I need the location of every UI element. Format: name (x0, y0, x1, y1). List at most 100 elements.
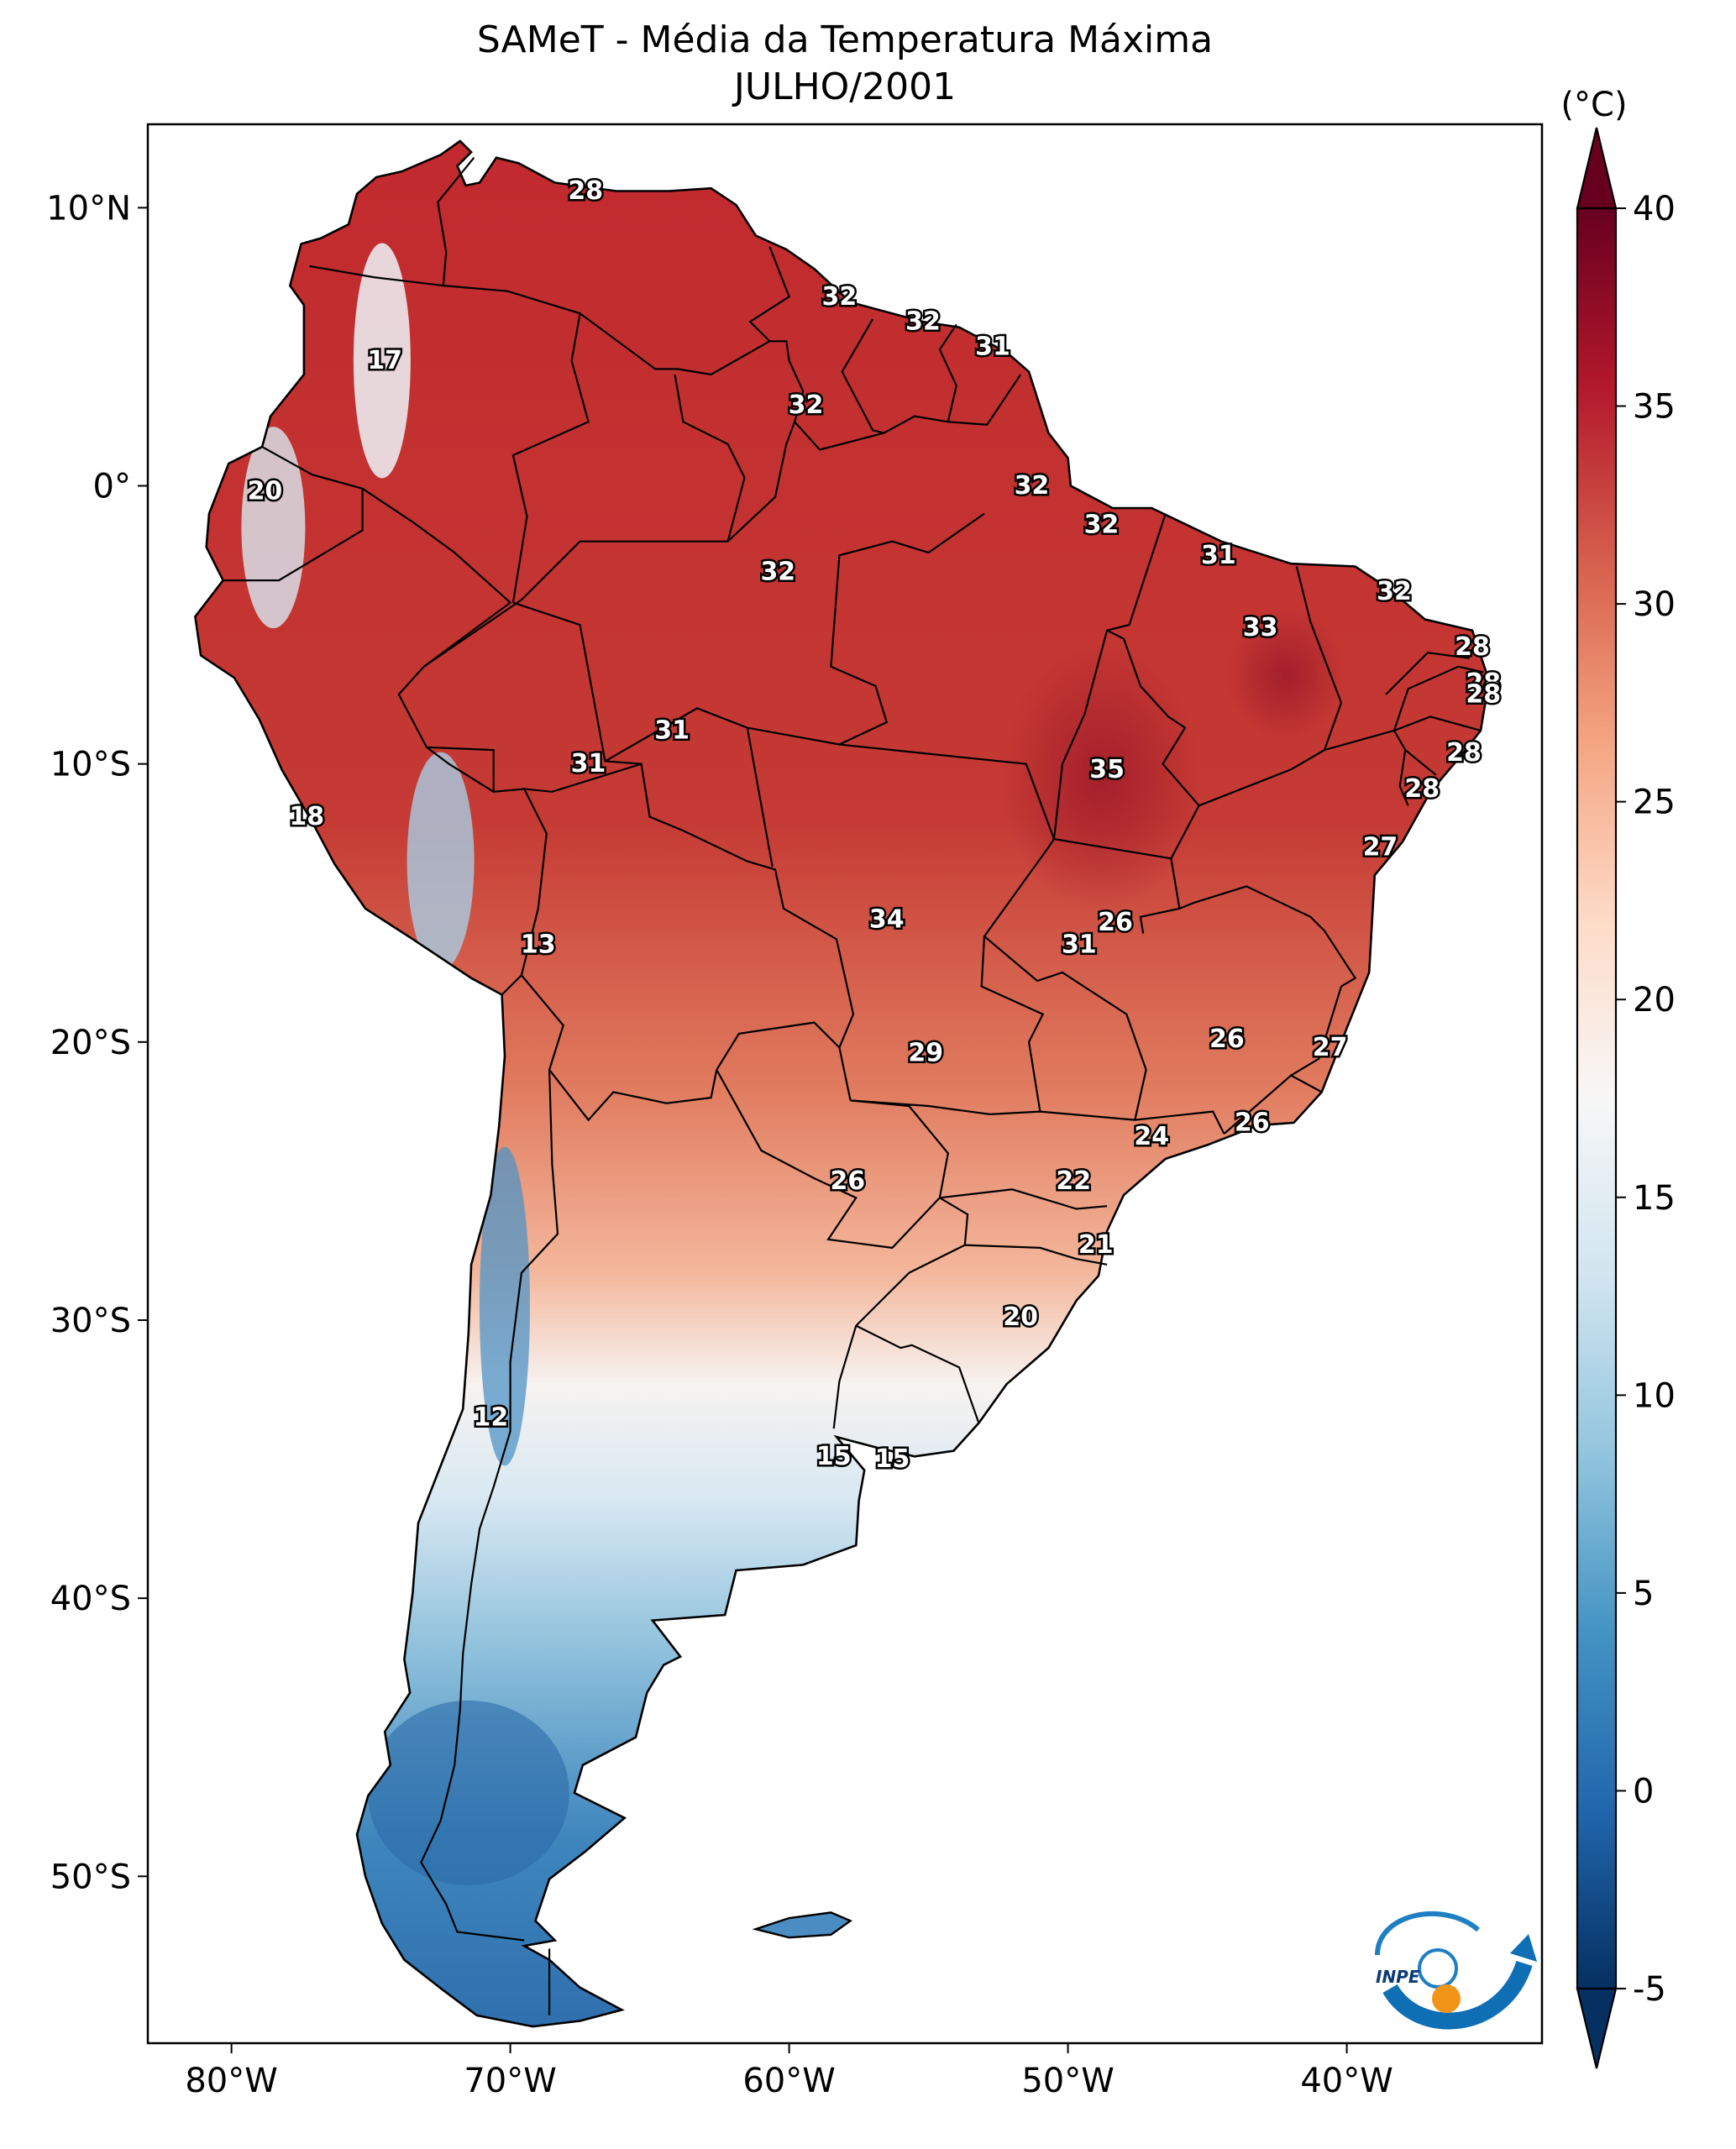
border-line (420, 1069, 559, 1942)
y-tick-label: 20°S (50, 1024, 131, 1062)
temperature-label: 26 (1098, 908, 1133, 937)
temperature-label: 21 (1078, 1230, 1114, 1260)
border-line (832, 1325, 858, 1429)
border-line (223, 446, 364, 582)
border-line (426, 746, 495, 793)
temperature-label: 20 (248, 477, 283, 506)
y-tick-label: 40°S (50, 1580, 131, 1618)
x-tick-label: 80°W (185, 2062, 277, 2100)
coastline (194, 139, 1491, 2028)
colorbar-tick-label: 35 (1633, 388, 1676, 427)
colorbar-tick-label: 30 (1633, 585, 1676, 624)
temperature-label: 32 (1377, 577, 1412, 606)
border-line (1052, 513, 1167, 840)
border-line (1198, 702, 1343, 807)
x-tick-label: 40°W (1300, 2062, 1392, 2100)
logo-sun-icon (1432, 1984, 1461, 2013)
border-line (938, 323, 957, 422)
temperature-label: 28 (1466, 668, 1501, 698)
border-line (674, 374, 746, 542)
colorbar-tick-label: 0 (1633, 1772, 1654, 1811)
colorbar-ticks: 40 35 30 25 20 15 10 5 0 -5 (1616, 190, 1676, 2009)
colorbar-extend-min (1576, 1987, 1618, 2069)
colorbar-tick-label: 20 (1633, 981, 1676, 1019)
colorbar-tick-label: 40 (1633, 190, 1676, 228)
border-line (1392, 665, 1484, 731)
temperature-label: 35 (1089, 755, 1125, 784)
y-tick-label: 0° (93, 468, 131, 506)
colorbar-tick-label: 25 (1633, 784, 1676, 822)
logo-text: INPE (1376, 1967, 1420, 1987)
axis-ticks: 80°W 70°W 60°W 50°W 40°W 10°N 0° 10°S 20°S 30°S 40… (46, 189, 1393, 2100)
x-tick-label: 60°W (742, 2062, 835, 2100)
temperature-label: 13 (521, 930, 556, 959)
border-line (501, 789, 548, 996)
inpe-logo: INPE (1375, 1911, 1537, 2030)
temperature-label: 22 (1056, 1166, 1091, 1196)
temperature-label: 34 (869, 905, 905, 935)
temperature-label: 33 (1243, 613, 1278, 642)
temperature-label: 27 (1313, 1033, 1348, 1062)
temperature-label: 28 (568, 176, 603, 206)
temperature-label: 15 (816, 1442, 852, 1471)
temperature-label: 18 (289, 802, 324, 831)
temperature-label: 26 (1235, 1108, 1270, 1137)
border-line (361, 487, 525, 794)
temperature-label: 32 (760, 558, 795, 587)
map-subtitle: JULHO/2001 (733, 66, 957, 108)
border-line (939, 1188, 1108, 1210)
temperature-label: 32 (821, 282, 857, 312)
border-line (748, 246, 1022, 451)
temperature-label: 26 (830, 1166, 865, 1196)
south-america-landmass (195, 140, 1489, 2027)
temperature-label: 28 (1455, 632, 1490, 662)
border-line (1295, 566, 1343, 704)
temperature-label: 28 (1466, 679, 1501, 709)
temperature-label: 32 (789, 390, 824, 420)
border-line (964, 1244, 1108, 1266)
temperature-label: 29 (908, 1039, 943, 1068)
logo-arrow-icon (1510, 1934, 1537, 1962)
colorbar-tick-label: 10 (1633, 1376, 1676, 1415)
political-borders (223, 157, 1484, 2015)
map-title: SAMeT - Média da Temperatura Máxima (476, 18, 1214, 61)
x-tick-label: 50°W (1021, 2062, 1114, 2100)
border-line (850, 1099, 969, 1327)
border-line (1385, 652, 1470, 695)
temperature-label: 12 (473, 1402, 508, 1432)
colorbar-unit: (°C) (1560, 86, 1628, 124)
temperature-label: 31 (654, 715, 690, 745)
border-line (716, 1021, 841, 1071)
temperature-label: 17 (367, 346, 402, 375)
temperature-overlays (241, 243, 1345, 1885)
map-frame (146, 123, 1544, 2045)
border-line (604, 707, 748, 763)
temperature-label: 31 (975, 332, 1010, 361)
border-line (521, 974, 718, 1122)
border-line (716, 1069, 941, 1250)
temperature-label: 32 (1015, 471, 1050, 501)
temperature-label: 31 (1201, 541, 1236, 570)
temperature-label: 32 (905, 307, 941, 337)
temperature-label: 32 (1084, 510, 1120, 539)
border-line (830, 512, 985, 746)
border-line (579, 312, 770, 376)
y-tick-label: 10°N (46, 189, 131, 228)
border-line (1106, 629, 1200, 859)
border-line (841, 318, 884, 434)
falkland-islands (752, 1911, 853, 1939)
y-tick-label: 10°S (50, 746, 131, 784)
border-line (1178, 885, 1357, 1077)
y-tick-label: 50°S (50, 1858, 131, 1896)
border-line (1398, 749, 1409, 806)
logo-swoosh-icon (1382, 1960, 1533, 2030)
temperature-label: 27 (1363, 833, 1398, 862)
border-line (1324, 715, 1482, 752)
temperature-label: 20 (1003, 1303, 1038, 1332)
temperature-label: 26 (1209, 1025, 1245, 1054)
logo-arc-icon (1375, 1911, 1480, 1956)
colorbar: 40 35 30 25 20 15 10 5 0 -5 (1576, 127, 1676, 2069)
